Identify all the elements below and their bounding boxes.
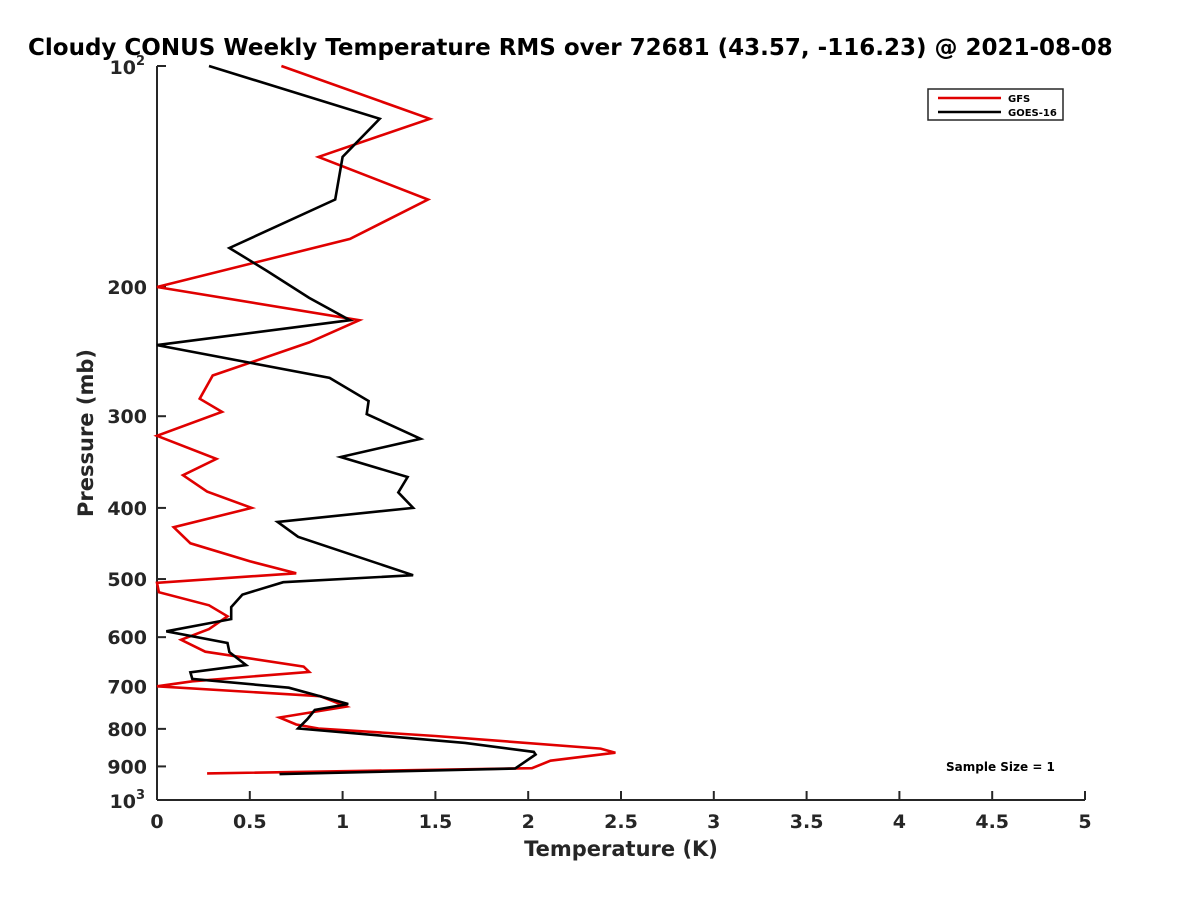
legend-box [927, 88, 1064, 121]
y-tick-label: 600 [107, 627, 147, 649]
x-tick-label: 2.5 [604, 811, 638, 833]
x-tick-label: 1.5 [419, 811, 453, 833]
y-tick-base: 10 [110, 57, 136, 79]
y-tick-label: 300 [107, 406, 147, 428]
x-ticks: 0 0.5 1 1.5 2 2.5 3 3.5 4 4.5 5 [150, 791, 1092, 833]
legend: GFS GOES-16 [927, 88, 1064, 121]
y-tick-label: 500 [107, 569, 147, 591]
y-axis-label: Pressure (mb) [74, 349, 98, 517]
y-tick-label: 800 [107, 719, 147, 741]
y-tick-label: 200 [107, 277, 147, 299]
y-tick-label: 900 [107, 756, 147, 778]
legend-label: GOES-16 [1008, 108, 1057, 119]
x-tick-label: 4.5 [975, 811, 1009, 833]
sample-size-annotation: Sample Size = 1 [946, 760, 1055, 774]
x-tick-label: 5 [1078, 811, 1091, 833]
y-tick-label: 400 [107, 498, 147, 520]
x-tick-label: 0.5 [233, 811, 267, 833]
x-tick-label: 3.5 [790, 811, 824, 833]
y-tick-exponent: 3 [136, 788, 145, 803]
x-tick-label: 3 [707, 811, 720, 833]
series-line-goes-16 [156, 64, 538, 776]
y-tick-base: 10 [110, 791, 136, 813]
y-tick-exponent: 2 [136, 54, 145, 69]
x-axis-label: Temperature (K) [524, 837, 718, 861]
chart-title: Cloudy CONUS Weekly Temperature RMS over… [28, 35, 1113, 61]
y-tick-label: 700 [107, 676, 147, 698]
y-tick-label: 102 [110, 54, 146, 79]
x-tick-label: 0 [150, 811, 163, 833]
y-tick-label: 103 [110, 788, 146, 813]
x-tick-label: 4 [893, 811, 906, 833]
x-tick-label: 2 [522, 811, 535, 833]
x-tick-label: 1 [336, 811, 349, 833]
legend-label: GFS [1008, 94, 1030, 105]
series-lines [153, 64, 616, 776]
